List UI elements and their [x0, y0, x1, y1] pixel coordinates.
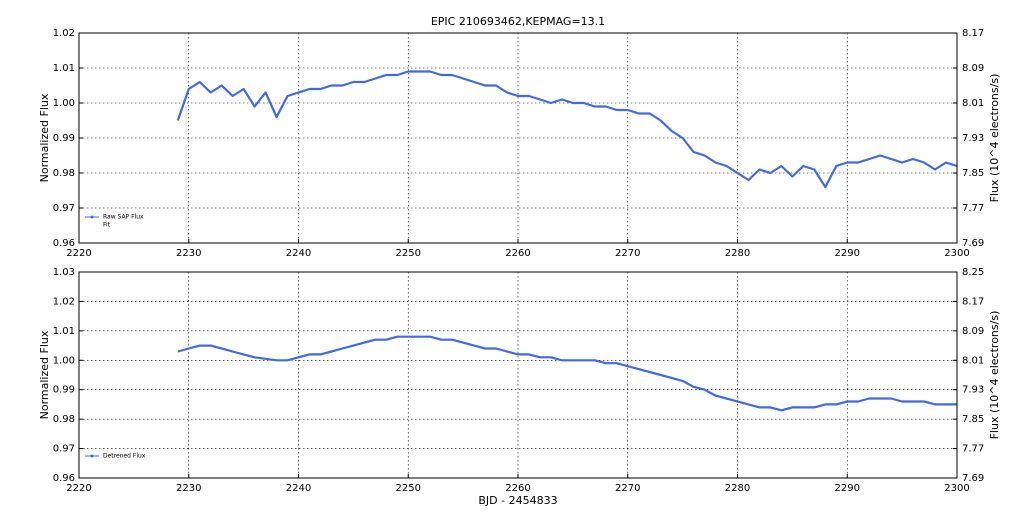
x-tick-label: 2260: [505, 248, 530, 259]
y-tick-label: 1.03: [53, 267, 75, 278]
legend-label: Raw SAP Flux: [103, 214, 144, 221]
x-tick-label: 2280: [725, 248, 750, 259]
x-tick-label: 2230: [176, 483, 201, 494]
plot-frame: [78, 32, 958, 244]
y-tick-label: 0.98: [53, 414, 75, 425]
y2-tick-label: 7.85: [962, 414, 984, 425]
y-tick-label: 0.96: [53, 473, 75, 484]
y-tick-label: 1.00: [53, 355, 75, 366]
y2-tick-label: 8.01: [962, 355, 984, 366]
x-tick-label: 2290: [835, 483, 860, 494]
y-tick-label: 0.97: [53, 444, 75, 455]
x-axis-label: BJD - 2454833: [478, 494, 557, 507]
x-tick-label: 2240: [286, 248, 311, 259]
x-tick-label: 2300: [944, 483, 969, 494]
y-tick-label: 1.02: [53, 28, 75, 39]
y2-axis-label: Flux (10^4 electrons/s): [988, 74, 1001, 203]
y2-tick-label: 8.17: [962, 28, 984, 39]
y2-tick-label: 8.01: [962, 98, 984, 109]
y2-tick-label: 7.85: [962, 168, 984, 179]
y-tick-label: 0.99: [53, 133, 75, 144]
y2-tick-label: 7.69: [962, 238, 984, 249]
y-tick-label: 0.98: [53, 168, 75, 179]
y2-tick-label: 7.93: [962, 385, 984, 396]
x-tick-label: 2250: [396, 248, 421, 259]
y-tick-label: 1.01: [53, 326, 75, 337]
y-tick-label: 1.00: [53, 98, 75, 109]
x-tick-label: 2270: [615, 483, 640, 494]
legend-label: Detrened Flux: [103, 453, 146, 460]
y2-tick-label: 7.77: [962, 203, 984, 214]
y-axis-label: Normalized Flux: [38, 93, 51, 182]
y2-tick-label: 8.17: [962, 296, 984, 307]
legend-label: Fit: [103, 222, 111, 229]
y-tick-label: 0.99: [53, 385, 75, 396]
y2-tick-label: 8.25: [962, 267, 984, 278]
x-tick-label: 2220: [66, 483, 91, 494]
series-line: [176, 70, 958, 189]
legend-marker: [90, 215, 94, 219]
x-tick-label: 2260: [505, 483, 530, 494]
legend-marker: [90, 454, 94, 458]
x-tick-label: 2280: [725, 483, 750, 494]
x-tick-label: 2240: [286, 483, 311, 494]
x-tick-label: 2250: [396, 483, 421, 494]
y2-tick-label: 8.09: [962, 326, 984, 337]
y-tick-label: 1.02: [53, 296, 75, 307]
y2-tick-label: 8.09: [962, 63, 984, 74]
y2-tick-label: 7.77: [962, 444, 984, 455]
x-tick-label: 2300: [944, 248, 969, 259]
x-tick-label: 2290: [835, 248, 860, 259]
y2-axis-label: Flux (10^4 electrons/s): [988, 311, 1001, 440]
plot-frame: [78, 271, 958, 479]
x-tick-label: 2220: [66, 248, 91, 259]
y-tick-label: 0.96: [53, 238, 75, 249]
y-axis-label: Normalized Flux: [38, 330, 51, 419]
series-line: [177, 335, 957, 412]
y-tick-label: 1.01: [53, 63, 75, 74]
y2-tick-label: 7.93: [962, 133, 984, 144]
chart-title: EPIC 210693462,KEPMAG=13.1: [431, 15, 605, 28]
y-tick-label: 0.97: [53, 203, 75, 214]
x-tick-label: 2270: [615, 248, 640, 259]
x-tick-label: 2230: [176, 248, 201, 259]
y2-tick-label: 7.69: [962, 473, 984, 484]
